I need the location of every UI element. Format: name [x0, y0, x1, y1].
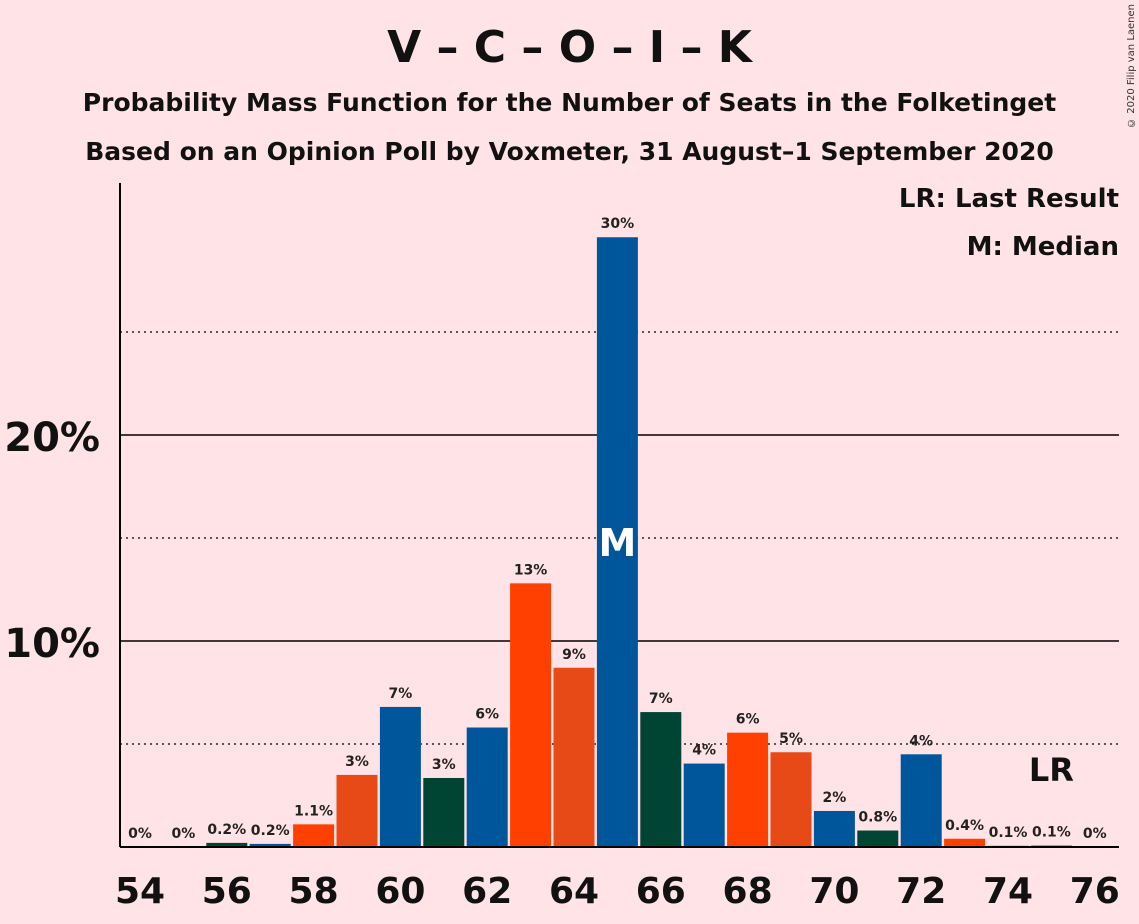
chart-source: Based on an Opinion Poll by Voxmeter, 31…: [85, 137, 1054, 166]
bar: [813, 810, 855, 847]
bar-value-label: 0%: [172, 826, 196, 842]
bar-value-label: 1.1%: [294, 803, 333, 819]
bar-value-label: 4%: [692, 743, 716, 759]
bar-value-label: 0%: [1083, 826, 1107, 842]
bar: [379, 706, 421, 847]
bar: [944, 838, 986, 847]
bar: [249, 843, 291, 847]
median-marker: M: [598, 521, 636, 565]
bar: [510, 583, 552, 847]
chart-subtitle: Probability Mass Function for the Number…: [82, 88, 1057, 117]
x-tick-label: 70: [809, 871, 859, 912]
bar: [683, 763, 725, 847]
legend-median: M: Median: [966, 232, 1119, 262]
bar: [770, 752, 812, 847]
x-tick-label: 54: [115, 871, 165, 912]
x-tick-label: 74: [983, 871, 1033, 912]
x-tick-label: 62: [462, 871, 512, 912]
legend-last-result: LR: Last Result: [898, 184, 1119, 214]
bar: [857, 830, 899, 847]
bar-value-label: 4%: [909, 733, 933, 749]
bar: [206, 842, 248, 847]
bar-value-label: 6%: [475, 707, 499, 723]
x-tick-label: 68: [723, 871, 773, 912]
bar: [336, 774, 378, 847]
x-tick-label: 64: [549, 871, 599, 912]
bar: [466, 727, 508, 847]
bar-value-label: 0.2%: [251, 823, 290, 839]
y-tick-label: 20%: [4, 415, 100, 461]
bar-value-label: 3%: [345, 754, 369, 770]
bar-value-label: 13%: [514, 562, 548, 578]
bar: [553, 667, 595, 847]
bar-value-label: 0.1%: [1032, 825, 1071, 841]
bar-value-label: 3%: [432, 757, 456, 773]
bar: [293, 824, 335, 847]
x-tick-label: 76: [1070, 871, 1120, 912]
bar-value-label: 6%: [736, 712, 760, 728]
bar-value-label: 5%: [779, 731, 803, 747]
bar-value-label: 2%: [823, 790, 847, 806]
last-result-marker: LR: [1029, 751, 1074, 789]
x-tick-label: 60: [375, 871, 425, 912]
bar-value-label: 0.1%: [989, 825, 1028, 841]
bar-value-label: 30%: [601, 216, 635, 232]
bar: [727, 732, 769, 847]
bar-value-label: 7%: [649, 691, 673, 707]
bar-value-label: 9%: [562, 647, 586, 663]
bar-value-label: 0.2%: [207, 822, 246, 838]
bar-value-label: 7%: [389, 686, 413, 702]
bar: [596, 237, 638, 848]
x-tick-label: 58: [289, 871, 339, 912]
x-tick-label: 56: [202, 871, 252, 912]
bar-value-label: 0.4%: [945, 818, 984, 834]
bar-value-label: 0.8%: [858, 810, 897, 826]
bar-value-label: 0%: [128, 826, 152, 842]
chart-title: V – C – O – I – K: [387, 22, 752, 73]
x-tick-label: 66: [636, 871, 686, 912]
y-tick-label: 10%: [4, 621, 100, 667]
bar: [900, 754, 942, 847]
bar: [423, 777, 465, 847]
bar: [640, 712, 682, 847]
x-tick-label: 72: [896, 871, 946, 912]
